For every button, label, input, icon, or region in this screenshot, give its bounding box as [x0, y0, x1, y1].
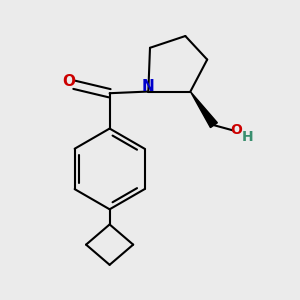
Text: H: H: [242, 130, 254, 144]
Text: O: O: [230, 123, 242, 137]
Text: N: N: [142, 79, 155, 94]
Polygon shape: [190, 92, 218, 128]
Text: O: O: [62, 74, 75, 89]
